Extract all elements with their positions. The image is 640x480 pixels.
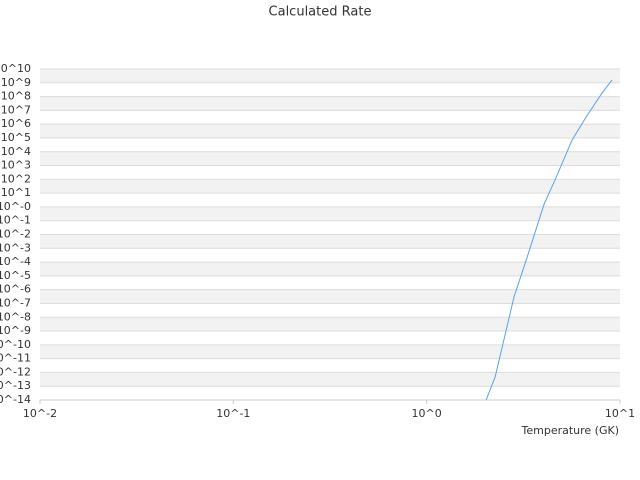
grid-band (40, 234, 620, 249)
grid-band (40, 344, 620, 359)
x-tick-label: 10^1 (605, 407, 635, 420)
grid-band (40, 151, 620, 166)
y-tick-label: 10^-9 (0, 324, 31, 337)
x-tick-label: 10^-1 (216, 407, 250, 420)
y-tick-label: 10^-13 (0, 379, 31, 392)
y-tick-label: 10^6 (1, 117, 31, 130)
y-tick-label: 10^9 (1, 76, 31, 89)
grid-band (40, 372, 620, 387)
grid-band (40, 289, 620, 304)
x-axis-label: Temperature (GK) (521, 424, 620, 437)
y-tick-label: 10^3 (1, 159, 31, 172)
y-tick-label: 10^-0 (0, 200, 31, 213)
y-tick-label: 10^-4 (0, 255, 31, 268)
grid-band (40, 317, 620, 332)
y-tick-label: 10^-11 (0, 352, 31, 365)
grid-band (40, 96, 620, 111)
chart-title: Calculated Rate (269, 5, 372, 20)
y-tick-label: 10^-14 (0, 393, 31, 406)
y-tick-label: 10^-8 (0, 310, 31, 323)
y-tick-label: 10^-3 (0, 241, 31, 254)
y-tick-label: 10^8 (1, 90, 31, 103)
y-tick-label: 10^-5 (0, 269, 31, 282)
data-line (485, 79, 613, 401)
y-tick-label: 10^2 (1, 172, 31, 185)
grid-band (40, 179, 620, 194)
y-tick-label: 10^-6 (0, 283, 31, 296)
grid-band (40, 124, 620, 138)
y-tick-label: 10^-12 (0, 365, 31, 378)
x-tick-label: 10^0 (412, 407, 442, 420)
x-tick-label: 10^-2 (23, 407, 57, 420)
y-tick-label: 10^4 (1, 145, 31, 158)
y-tick-label: 10^-10 (0, 338, 31, 351)
grid-band (40, 262, 620, 276)
grid-band (40, 69, 620, 83)
y-tick-label: 10^1 (1, 186, 31, 199)
y-tick-label: 10^-7 (0, 296, 31, 309)
y-tick-label: 10^-1 (0, 214, 31, 227)
y-tick-label: 10^7 (1, 103, 31, 116)
y-tick-label: 10^10 (0, 62, 31, 75)
y-tick-label: 10^-2 (0, 228, 31, 241)
y-tick-label: 10^5 (1, 131, 31, 144)
grid-band (40, 206, 620, 221)
